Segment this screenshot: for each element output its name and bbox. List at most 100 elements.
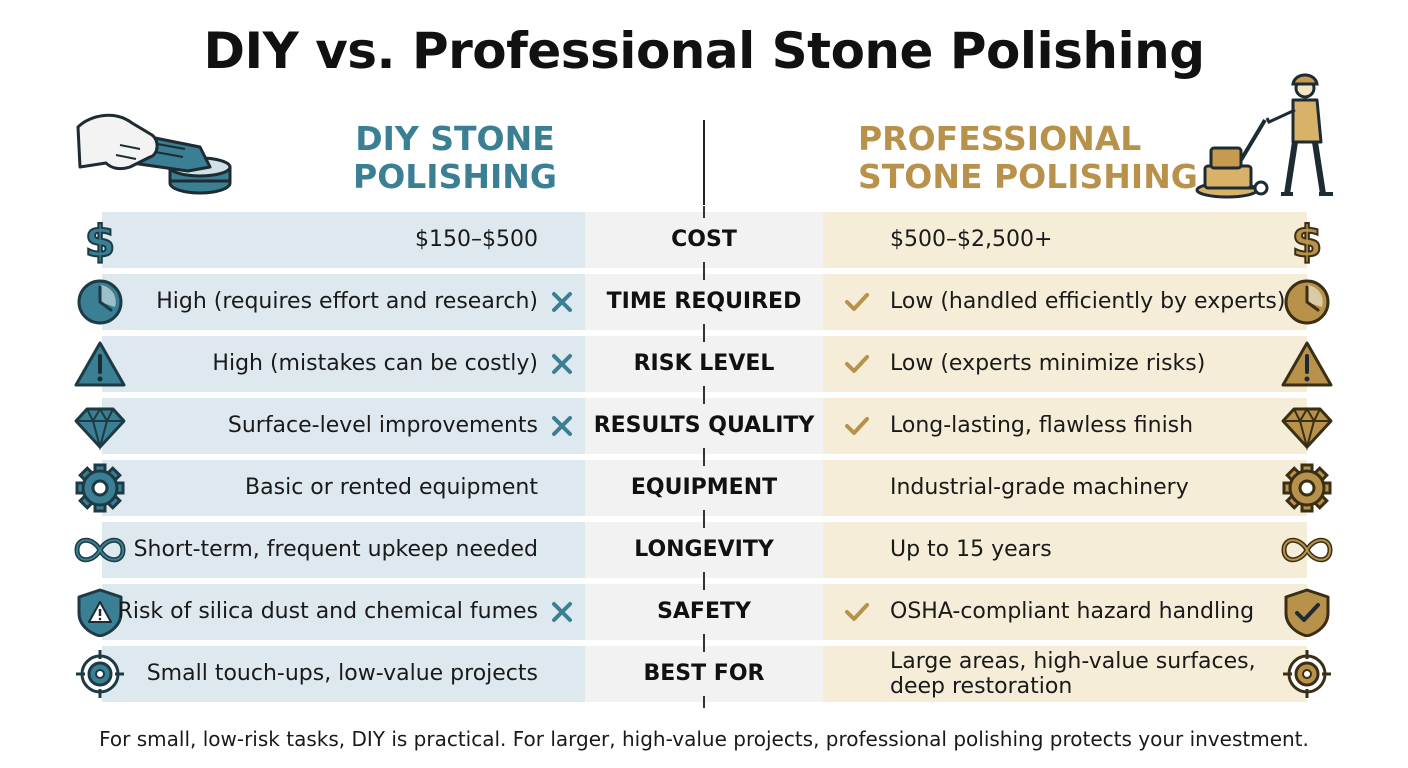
table-row: $ $ $150–$500 COST $500–$2,500+ [0,206,1408,274]
diy-header: DIY STONE POLISHING [330,120,580,196]
pro-value-line1: Large areas, high-value surfaces, [890,649,1256,674]
shield-check-icon [1284,588,1330,637]
pro-band [823,522,1307,578]
diamond-icon [1281,407,1333,451]
gear-icon [1282,463,1332,513]
pro-value: $500–$2,500+ [890,227,1053,252]
table-row: Small touch-ups, low-value projects BEST … [0,640,1408,708]
category-band [585,646,823,702]
diy-band [102,522,585,578]
svg-text:$: $ [85,216,116,265]
diamond-icon [74,407,126,451]
diy-value: Short-term, frequent upkeep needed [133,537,538,562]
pro-value: Low (handled efficiently by experts) [890,289,1286,314]
diy-value: $150–$500 [415,227,538,252]
center-tick [703,392,705,404]
table-row: Basic or rented equipment EQUIPMENT Indust… [0,454,1408,522]
category-band [585,584,823,640]
pro-band [823,646,1307,702]
warning-icon [1281,341,1333,387]
center-tick [703,696,705,708]
target-icon [76,650,124,698]
diy-band [102,212,585,268]
dollar-icon: $ [84,215,117,265]
center-tick [703,640,705,652]
category-label: EQUIPMENT [630,475,778,500]
pro-value: Long-lasting, flawless finish [890,413,1194,438]
pro-header: PROFESSIONAL STONE POLISHING [858,120,1218,196]
category-label: BEST FOR [643,661,765,686]
diy-value: High (requires effort and research) [156,289,538,314]
table-row: Short-term, frequent upkeep needed LONGEV… [0,516,1408,584]
center-tick [703,330,705,342]
pro-value: Up to 15 years [890,537,1052,562]
svg-text:$: $ [1292,216,1323,265]
category-label: COST [671,227,737,252]
check-mark-icon [845,603,869,621]
diy-value: Small touch-ups, low-value projects [146,661,538,686]
check-mark-icon [845,293,869,311]
diy-header-line2: POLISHING [353,157,557,196]
center-tick [703,454,705,466]
pro-value: OSHA-compliant hazard handling [890,599,1255,624]
diy-band [102,336,585,392]
pro-header-line2: STONE POLISHING [858,157,1198,196]
target-icon [1283,650,1331,698]
infinity-icon [1281,537,1333,563]
pro-band [823,274,1307,330]
infinity-icon [74,537,126,563]
category-band [585,522,823,578]
x-mark-icon [552,416,572,436]
clock-icon [1284,279,1330,325]
center-tick [703,516,705,528]
angle-grinder-illustration [76,113,232,195]
header-divider [703,120,705,205]
pro-band [823,336,1307,392]
table-row: Risk of silica dust and chemical fumes SA… [0,578,1408,646]
x-mark-icon [552,602,572,622]
category-band [585,336,823,392]
center-tick [703,268,705,280]
pro-band [823,460,1307,516]
diy-header-line1: DIY STONE [355,119,555,158]
x-mark-icon [552,292,572,312]
pro-value: Industrial-grade machinery [890,475,1189,500]
category-label: RISK LEVEL [633,351,775,376]
warning-icon [74,341,126,387]
diy-band [102,646,585,702]
category-label: SAFETY [657,599,751,624]
category-band [585,274,823,330]
clock-icon [77,279,123,325]
table-row: High (mistakes can be costly) RISK LEVEL L… [0,330,1408,398]
x-mark-icon [552,354,572,374]
category-label: TIME REQUIRED [606,289,802,314]
pro-value: Low (experts minimize risks) [890,351,1206,376]
pro-value: Large areas, high-value surfaces, deep re… [890,649,1270,705]
category-label: RESULTS QUALITY [593,413,815,438]
pro-band [823,398,1307,454]
dollar-icon: $ [1291,215,1324,265]
diy-value: Basic or rented equipment [245,475,538,500]
category-band [585,398,823,454]
summary-footer: For small, low-risk tasks, DIY is practi… [99,727,1309,751]
category-label: LONGEVITY [634,537,774,562]
pro-value-line2: deep restoration [890,674,1073,699]
table-row: High (requires effort and research) TIME … [0,268,1408,336]
center-tick [703,206,705,218]
gear-icon [75,463,125,513]
diy-band [102,274,585,330]
check-mark-icon [845,417,869,435]
pro-band [823,212,1307,268]
check-mark-icon [845,355,869,373]
pro-header-line1: PROFESSIONAL [858,119,1142,158]
diy-band [102,398,585,454]
shield-warning-icon [77,588,123,637]
page-title: DIY vs. Professional Stone Polishing [203,22,1205,80]
diy-value: High (mistakes can be costly) [212,351,538,376]
table-row: Surface-level improvements RESULTS QUALIT… [0,392,1408,460]
diy-band [102,460,585,516]
diy-value: Surface-level improvements [227,413,538,438]
floor-polisher-worker-illustration [1195,73,1333,199]
category-band [585,460,823,516]
center-tick [703,578,705,590]
